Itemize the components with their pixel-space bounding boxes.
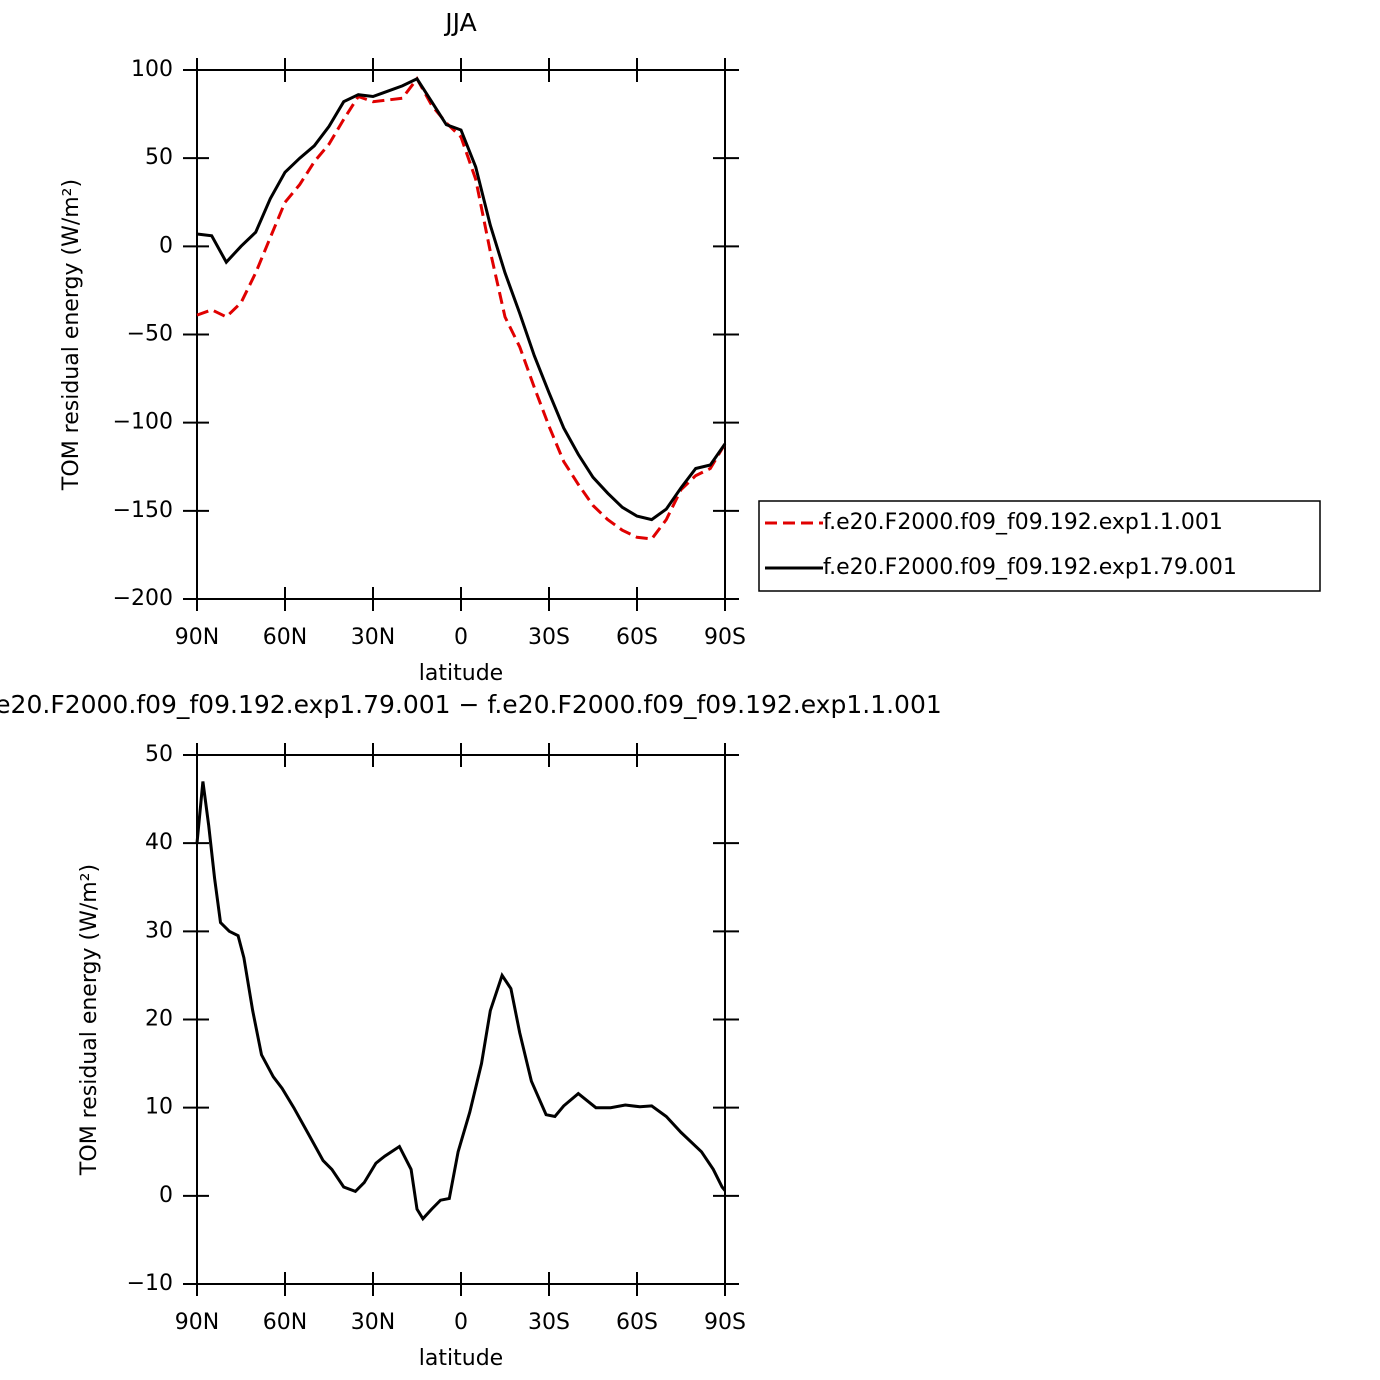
plot-frame — [196, 69, 726, 600]
x-tick-label: 90S — [704, 1310, 746, 1335]
y-tick-label: 0 — [159, 1183, 173, 1208]
y-tick-label: −200 — [113, 586, 173, 611]
chart-title: f.e20.F2000.f09_f09.192.exp1.79.001 − f.… — [0, 690, 942, 719]
x-tick-label: 60S — [616, 1310, 658, 1335]
y-tick-label: 0 — [159, 233, 173, 258]
x-tick-label: 30S — [528, 1310, 570, 1335]
data-line — [196, 76, 727, 541]
legend-label: f.e20.F2000.f09_f09.192.exp1.1.001 — [823, 510, 1223, 535]
y-tick-label: −100 — [113, 410, 173, 435]
plot-frame — [196, 754, 726, 1285]
x-tick-label: 60N — [263, 1310, 307, 1335]
y-tick-label: −10 — [127, 1271, 173, 1296]
y-tick-label: 40 — [145, 830, 173, 855]
x-tick-label: 30N — [351, 625, 395, 650]
x-axis-label: latitude — [419, 661, 503, 686]
y-tick-label: 50 — [145, 742, 173, 767]
x-tick-label: 30N — [351, 1310, 395, 1335]
y-tick-label: −50 — [127, 322, 173, 347]
x-tick-label: 90S — [704, 625, 746, 650]
y-tick-label: 10 — [145, 1095, 173, 1120]
legend-box — [758, 500, 1321, 592]
x-tick-label: 60N — [263, 625, 307, 650]
y-tick-label: 100 — [131, 57, 173, 82]
data-line — [195, 781, 727, 1222]
y-axis-label: TOM residual energy (W/m²) — [59, 179, 84, 491]
x-tick-label: 90N — [175, 1310, 219, 1335]
x-tick-label: 90N — [175, 625, 219, 650]
y-axis-label: TOM residual energy (W/m²) — [77, 864, 102, 1176]
data-line — [196, 76, 727, 522]
x-tick-label: 30S — [528, 625, 570, 650]
x-tick-label: 0 — [454, 625, 468, 650]
y-tick-label: 20 — [145, 1007, 173, 1032]
chart-title: JJA — [443, 8, 476, 37]
x-tick-label: 0 — [454, 1310, 468, 1335]
x-axis-label: latitude — [419, 1346, 503, 1371]
y-tick-label: −150 — [113, 498, 173, 523]
legend-label: f.e20.F2000.f09_f09.192.exp1.79.001 — [823, 555, 1237, 580]
y-tick-label: 50 — [145, 145, 173, 170]
y-tick-label: 30 — [145, 918, 173, 943]
x-tick-label: 60S — [616, 625, 658, 650]
